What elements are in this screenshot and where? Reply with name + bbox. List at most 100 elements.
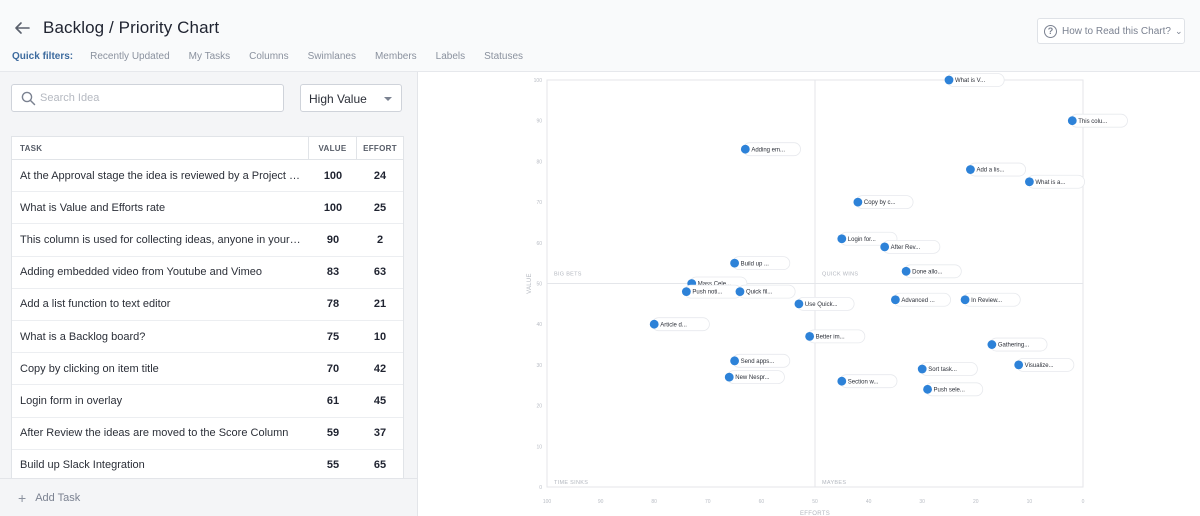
y-tick-label: 0 [539,485,542,491]
row-effort: 21 [373,298,387,311]
column-header-task[interactable]: TASK [12,137,309,159]
table-row[interactable]: After Review the ideas are moved to the … [12,418,403,450]
add-task-button[interactable]: + Add Task [0,478,417,516]
x-axis-label: EFFORTS [800,511,830,516]
y-tick-label: 70 [536,200,542,206]
quadrant-label: BIG BETS [554,272,582,278]
data-point [837,376,847,386]
point-label: New Nespr... [735,375,770,381]
y-tick-label: 20 [536,404,542,410]
data-point [891,295,900,305]
filter-statuses[interactable]: Statuses [484,51,524,62]
row-value: 100 [323,201,343,214]
quick-filters: Quick filters: Recently Updated My Tasks… [12,51,542,62]
row-value: 90 [326,233,340,246]
table-row[interactable]: What is a Backlog board? 75 10 [12,321,403,354]
row-value: 61 [326,394,340,407]
row-task: After Review the ideas are moved to the … [20,427,289,440]
table-row[interactable]: At the Approval stage the idea is review… [12,160,403,193]
row-task: Add a list function to text editor [20,298,171,311]
filter-labels[interactable]: Labels [435,51,466,62]
table-row[interactable]: What is Value and Efforts rate 100 25 [12,192,403,225]
row-effort: 10 [373,330,387,343]
point-label: Push sele... [934,387,966,393]
question-circle-icon: ? [1044,24,1057,38]
x-tick-label: 20 [973,499,979,505]
search-input[interactable] [40,88,280,108]
x-tick-label: 60 [759,499,765,505]
quadrant-label: TIME SINKS [554,480,588,486]
point-label: Mass Cele... [698,282,732,288]
filter-recently-updated[interactable]: Recently Updated [90,51,170,62]
data-point [1014,360,1024,370]
point-label: Login for... [848,237,876,243]
quadrant-label: MAYBES [822,480,846,486]
row-effort: 25 [373,201,387,214]
data-point [730,356,739,366]
x-tick-label: 0 [1082,499,1085,505]
arrow-left-icon [15,22,30,34]
x-tick-label: 50 [812,499,818,505]
data-point [987,340,997,349]
data-point [1025,177,1034,187]
table-header: TASK VALUE EFFORT [12,137,403,160]
quadrant-label: QUICK WINS [822,272,858,278]
data-point [740,144,750,154]
point-label: Advanced ... [901,298,935,304]
row-task: This column is used for collecting ideas… [20,233,309,246]
row-effort: 63 [373,266,387,279]
point-label: Send apps... [741,359,775,365]
filter-my-tasks[interactable]: My Tasks [188,51,231,62]
data-point [730,258,739,268]
column-header-effort[interactable]: EFFORT [363,143,397,153]
row-value: 75 [326,330,340,343]
row-value: 83 [326,266,340,279]
data-point [966,165,975,174]
x-tick-label: 80 [651,499,657,505]
row-value: 55 [326,459,340,472]
y-tick-label: 40 [536,322,542,328]
row-task: What is a Backlog board? [20,330,146,343]
point-label: Quick fil... [746,290,773,296]
column-header-value[interactable]: VALUE [309,137,357,159]
task-table: TASK VALUE EFFORT At the Approval stage … [11,136,404,483]
row-effort: 65 [373,459,387,472]
point-label: Done allo... [912,269,943,275]
x-tick-label: 90 [598,499,604,505]
page-title: Backlog / Priority Chart [43,18,220,37]
help-button[interactable]: ? How to Read this Chart? ⌄ [1037,18,1185,44]
point-label: Copy by c... [864,200,896,206]
row-task: Adding embedded video from Youtube and V… [20,266,262,279]
table-row[interactable]: Copy by clicking on item title 70 42 [12,353,403,386]
filter-columns[interactable]: Columns [249,51,289,62]
search-box[interactable] [11,84,284,112]
y-tick-label: 80 [536,159,542,165]
filter-swimlanes[interactable]: Swimlanes [307,51,356,62]
table-row[interactable]: Add a list function to text editor 78 21 [12,289,403,321]
point-label: Section w... [848,379,879,385]
table-row[interactable]: This column is used for collecting ideas… [12,224,403,257]
sort-select[interactable]: High Value [300,84,402,112]
row-task: At the Approval stage the idea is review… [20,169,309,182]
point-label: Better im... [816,335,845,341]
plus-icon: + [18,489,27,506]
table-row[interactable]: Login form in overlay 61 45 [12,385,403,418]
table-row[interactable]: Adding embedded video from Youtube and V… [12,257,403,289]
row-value: 70 [326,362,340,375]
point-label: Sort task... [928,367,957,373]
data-point [805,332,815,341]
data-point [923,384,932,394]
search-icon [21,91,36,106]
y-tick-label: 10 [536,444,542,450]
point-label: What is V... [955,78,985,84]
back-button[interactable] [12,19,32,39]
data-point [681,287,691,297]
point-label: Visualize... [1025,363,1054,369]
x-tick-label: 40 [866,499,872,505]
y-tick-label: 30 [536,363,542,369]
point-label: Article d... [660,322,687,328]
y-tick-label: 100 [534,78,543,84]
data-point [724,372,734,382]
filter-members[interactable]: Members [374,51,417,62]
point-label: This colu... [1078,119,1107,125]
